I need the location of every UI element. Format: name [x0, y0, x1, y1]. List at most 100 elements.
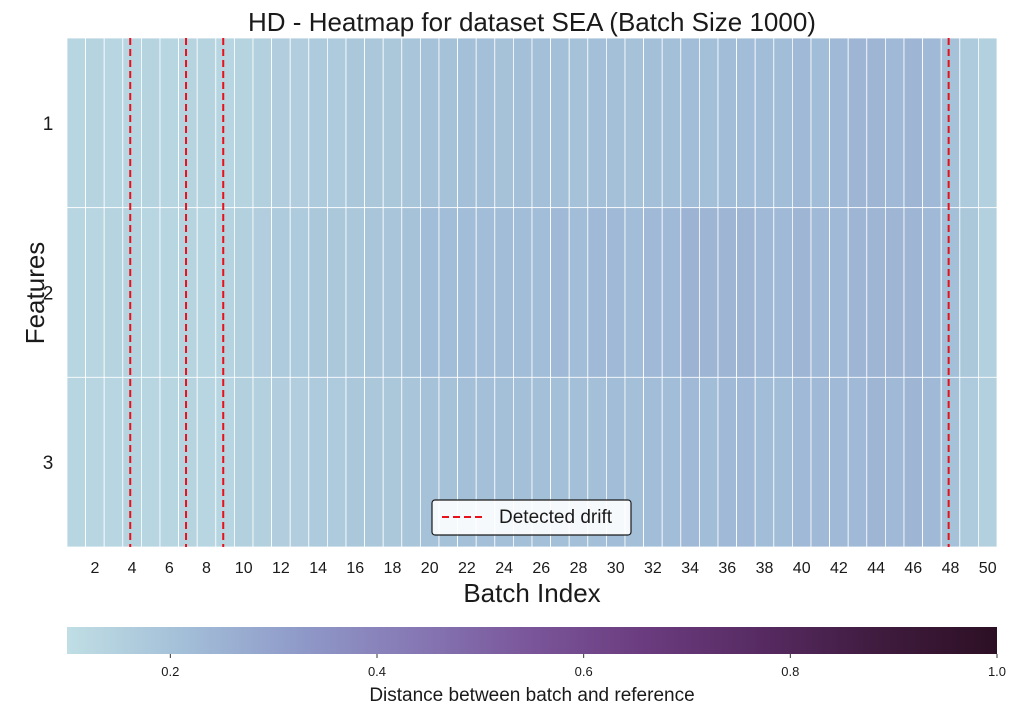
- heatmap-cell: [233, 207, 254, 378]
- heatmap-cell: [643, 207, 663, 378]
- heatmap-cell: [513, 37, 533, 209]
- x-tick-label: 20: [421, 560, 439, 577]
- heatmap-cell: [122, 37, 142, 209]
- heatmap-cell: [959, 37, 979, 209]
- heatmap-cell: [122, 207, 142, 378]
- heatmap-cell: [215, 207, 235, 378]
- heatmap-cell: [159, 37, 180, 209]
- heatmap-cell: [624, 207, 645, 378]
- heatmap-cell: [866, 37, 886, 209]
- heatmap-cell: [289, 207, 310, 378]
- heatmap-cell: [308, 37, 328, 209]
- heatmap-cell: [196, 37, 217, 209]
- x-tick-label: 46: [904, 560, 922, 577]
- heatmap-cell: [736, 37, 756, 209]
- heatmap-cell: [178, 37, 198, 209]
- heatmap-cell: [810, 37, 831, 209]
- heatmap-cell: [587, 37, 607, 209]
- heatmap-cell: [345, 376, 366, 548]
- heatmap-cell: [792, 376, 812, 548]
- heatmap-cell: [959, 376, 979, 548]
- y-tick-label: 1: [43, 114, 54, 135]
- heatmap-cell: [401, 376, 421, 548]
- x-tick-label: 38: [756, 560, 774, 577]
- x-tick-label: 32: [644, 560, 662, 577]
- heatmap-cell: [978, 207, 998, 378]
- heatmap-cell: [382, 376, 403, 548]
- heatmap-cell: [326, 376, 347, 548]
- heatmap-cell: [159, 207, 180, 378]
- heatmap-cell: [364, 376, 384, 548]
- heatmap-cell: [922, 37, 942, 209]
- heatmap-cell: [122, 376, 142, 548]
- heatmap-cell: [680, 37, 700, 209]
- heatmap-cell: [215, 37, 235, 209]
- heatmap-cell: [606, 207, 626, 378]
- heatmap-cell: [643, 376, 663, 548]
- heatmap-cell: [810, 207, 831, 378]
- heatmap-cell: [252, 207, 273, 378]
- heatmap-cell: [326, 37, 347, 209]
- heatmap-cell: [531, 207, 552, 378]
- x-tick-label: 28: [570, 560, 588, 577]
- heatmap-cell: [419, 207, 440, 378]
- heatmap-cell: [661, 37, 682, 209]
- heatmap-cell: [289, 376, 310, 548]
- heatmap-cell: [494, 207, 514, 378]
- heatmap-cell: [736, 376, 756, 548]
- heatmap-cell: [196, 207, 217, 378]
- heatmap-cell: [643, 37, 663, 209]
- heatmap-cell: [754, 37, 775, 209]
- heatmap-cell: [847, 37, 868, 209]
- heatmap-cell: [85, 37, 105, 209]
- heatmap-cell: [903, 37, 924, 209]
- heatmap-cell: [271, 207, 291, 378]
- heatmap-cell: [178, 207, 198, 378]
- heatmap-cell: [829, 207, 849, 378]
- heatmap-cell: [159, 376, 180, 548]
- x-tick-label: 24: [495, 560, 513, 577]
- heatmap-cell: [271, 37, 291, 209]
- heatmap-cell: [940, 207, 961, 378]
- heatmap-cell: [233, 37, 254, 209]
- heatmap-cell: [903, 207, 924, 378]
- x-tick-label: 44: [867, 560, 885, 577]
- heatmap-cell: [792, 37, 812, 209]
- heatmap-cell: [85, 376, 105, 548]
- heatmap-cell: [866, 207, 886, 378]
- heatmap-cell: [680, 376, 700, 548]
- heatmap-cell: [66, 207, 87, 378]
- x-tick-label: 2: [90, 560, 99, 577]
- heatmap-cell: [401, 37, 421, 209]
- colorbar: [67, 627, 997, 654]
- y-axis-ticks: 1 2 3: [43, 114, 54, 474]
- heatmap-cell: [680, 207, 700, 378]
- heatmap-cell: [140, 37, 161, 209]
- x-tick-label: 8: [202, 560, 211, 577]
- heatmap-cell: [736, 207, 756, 378]
- heatmap-cell: [661, 376, 682, 548]
- heatmap-cell: [959, 207, 979, 378]
- heatmap-cell: [438, 207, 459, 378]
- x-tick-label: 50: [979, 560, 997, 577]
- heatmap-cell: [457, 207, 477, 378]
- heatmap-cell: [885, 207, 905, 378]
- heatmap-cell: [922, 376, 942, 548]
- heatmap-cell: [624, 37, 645, 209]
- heatmap-cell: [717, 376, 738, 548]
- heatmap-cell: [754, 376, 775, 548]
- x-tick-label: 18: [384, 560, 402, 577]
- heatmap-cell: [587, 207, 607, 378]
- heatmap-cell: [922, 207, 942, 378]
- heatmap-cell: [382, 207, 403, 378]
- y-tick-label: 3: [43, 453, 54, 474]
- heatmap-cell: [699, 37, 719, 209]
- heatmap-cell: [364, 207, 384, 378]
- x-axis-ticks: 2 4 6 8 10 12 14 16 18 20 22 24 26 28 30 32 34 36 38 40 42 44…: [90, 560, 996, 577]
- y-axis-label: Features: [20, 242, 50, 345]
- chart-title: HD - Heatmap for dataset SEA (Batch Size…: [248, 7, 816, 37]
- colorbar-tick-label: 0.4: [368, 664, 386, 679]
- heatmap-cell: [885, 376, 905, 548]
- x-tick-label: 6: [165, 560, 174, 577]
